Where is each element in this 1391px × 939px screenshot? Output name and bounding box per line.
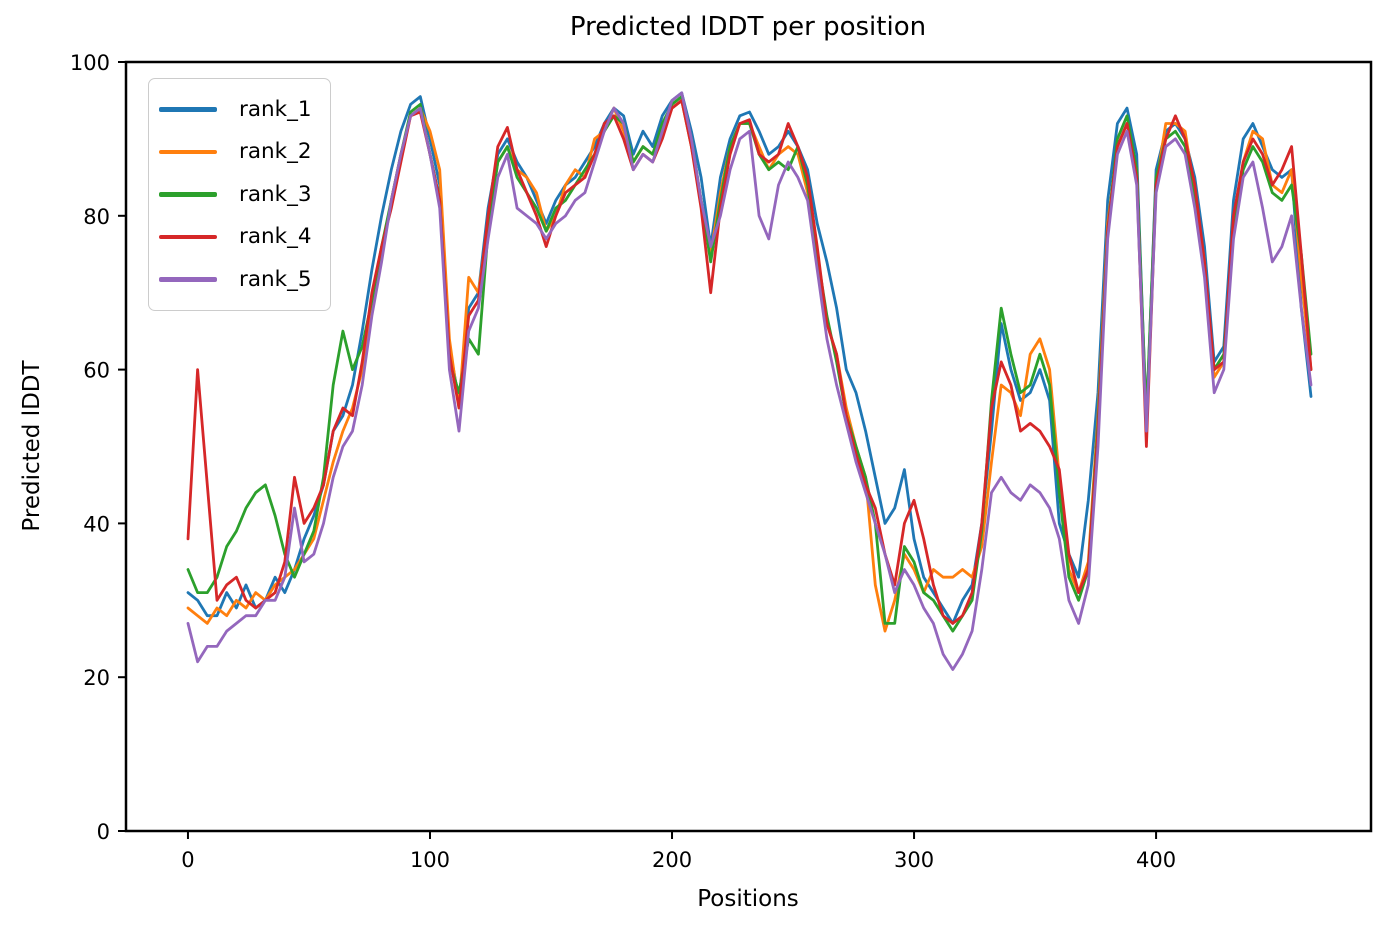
legend-swatch-rank_1 (159, 107, 217, 112)
y-tick-label: 60 (83, 359, 110, 383)
legend-label: rank_1 (239, 96, 312, 122)
x-tick-label: 0 (181, 848, 194, 872)
legend-label: rank_4 (239, 224, 312, 250)
series-line-rank_1 (186, 91, 1313, 625)
y-tick-label: 20 (83, 666, 110, 690)
legend-item-rank_2: rank_2 (159, 131, 312, 174)
legend-label: rank_2 (239, 139, 312, 165)
x-tick-label: 100 (410, 848, 450, 872)
legend-label: rank_3 (239, 181, 312, 207)
y-axis-label: Predicted lDDT (19, 360, 45, 532)
plot-area: 0 100 200 300 400 0 20 40 60 80 100 (70, 51, 1373, 872)
y-tick-label: 100 (70, 51, 110, 75)
x-axis-label: Positions (697, 886, 799, 912)
series-line-rank_4 (186, 99, 1313, 625)
legend: rank_1 rank_2 rank_3 rank_4 rank_5 (148, 78, 331, 311)
series-line-rank_5 (186, 91, 1313, 671)
legend-item-rank_4: rank_4 (159, 216, 312, 259)
legend-swatch-rank_4 (159, 234, 217, 239)
chart-title: Predicted lDDT per position (569, 12, 927, 42)
legend-item-rank_1: rank_1 (159, 88, 312, 131)
x-tick-label: 400 (1136, 848, 1176, 872)
legend-swatch-rank_3 (159, 192, 217, 197)
x-tick-label: 200 (652, 848, 692, 872)
y-tick-label: 0 (97, 820, 110, 844)
x-tick-label: 300 (894, 848, 934, 872)
y-tick-label: 80 (83, 205, 110, 229)
legend-swatch-rank_5 (159, 277, 217, 282)
legend-label: rank_5 (239, 266, 312, 292)
legend-item-rank_5: rank_5 (159, 258, 312, 301)
legend-swatch-rank_2 (159, 149, 217, 154)
y-tick-label: 40 (83, 512, 110, 536)
legend-item-rank_3: rank_3 (159, 173, 312, 216)
axes-spines (124, 60, 1373, 833)
